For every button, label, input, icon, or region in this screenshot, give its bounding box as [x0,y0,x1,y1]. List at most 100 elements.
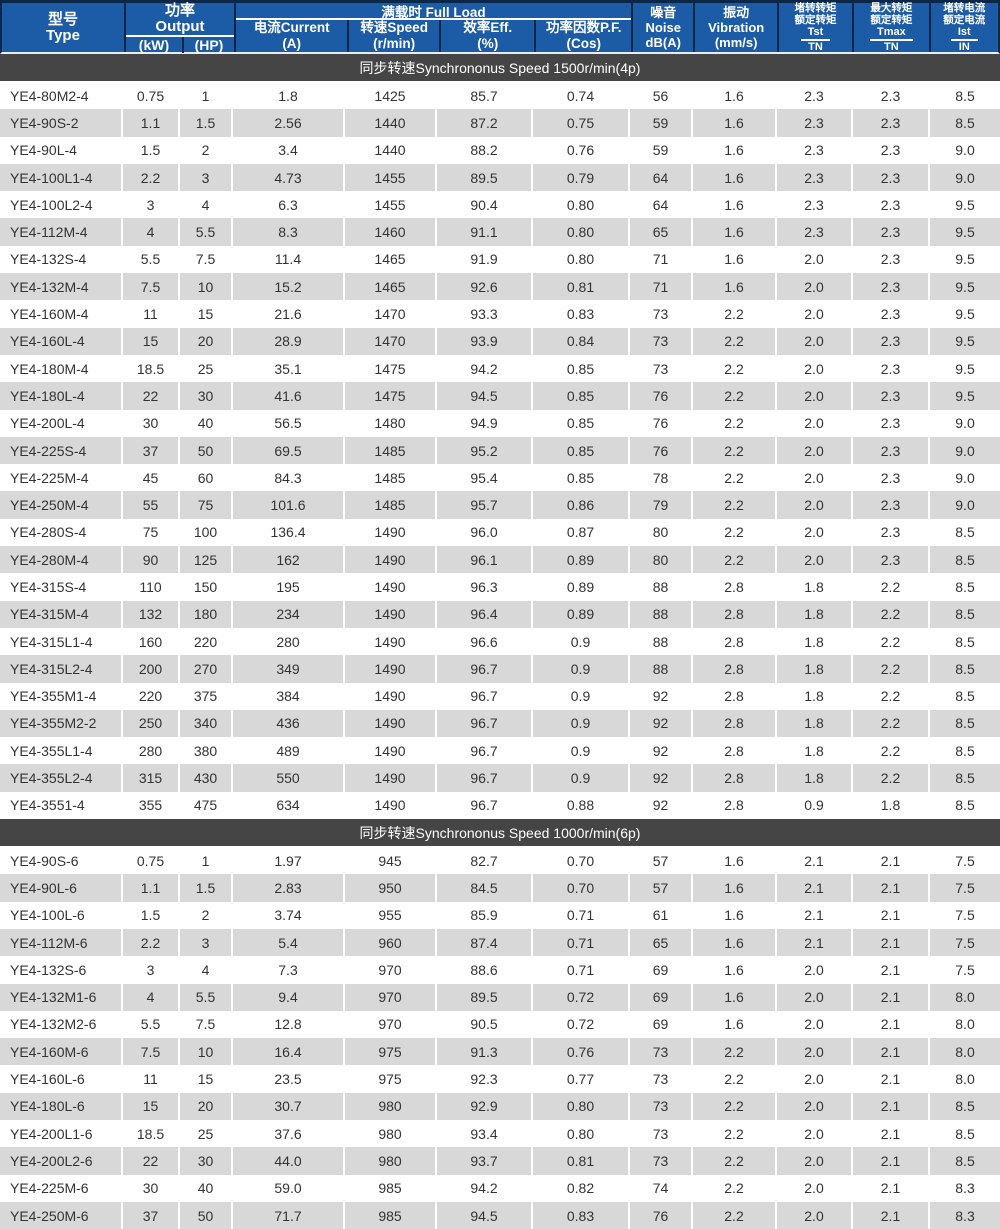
cell-tst-tn: 2.3 [777,136,853,164]
cell-ist-in: 8.0 [955,1071,975,1088]
cell-kw: 90 [123,546,180,574]
header-ist-numerator: Ist [950,26,978,41]
cell-tmax-tn: 2.2 [853,682,930,710]
table-row: YE4-132S-4 5.5 7.5 11.4 1465 91.9 0.80 71 1.6 2.0… [0,245,1000,274]
header-current: 电流Current (A) [236,20,347,52]
header-vibration-unit: (mm/s) [714,35,758,50]
cell-tst-tn: 2.0 [777,1174,853,1202]
cell-vibration: 1.6 [693,901,777,929]
cell-vibration: 1.6 [693,847,777,875]
cell-ist-in: 8.5 [955,797,975,814]
cell-ist-in: 9.5 [930,218,1000,246]
cell-speed: 1440 [345,109,437,137]
cell-kw: 280 [123,737,180,765]
cell-hp: 100 [180,518,233,547]
header-tmax-numerator: Tmax [870,26,913,41]
cell-eff: 96.7 [437,682,533,710]
cell-hp: 5.5 [180,983,233,1011]
cell-vibration: 2.2 [693,491,777,519]
cell-type: YE4-90L-6 [0,874,123,902]
cell-hp: 25 [180,354,233,383]
cell-current: 15.2 [233,273,345,301]
cell-speed: 1440 [345,136,437,164]
table-row: YE4-180M-4 18.5 25 35.1 1475 94.2 0.85 73 2.2 2.0… [0,354,1000,383]
header-vibration-zh: 振动 [723,5,750,20]
cell-type: YE4-315L1-4 [0,627,123,656]
table-row: YE4-250M-4 55 75 101.6 1485 95.7 0.86 79 2.2 2.0 2… [0,491,1000,519]
cell-pf: 0.72 [533,983,630,1011]
cell-ist-in: 9.0 [955,415,975,432]
cell-hp: 4 [180,956,233,984]
cell-type: YE4-315S-4 [0,573,123,601]
cell-current: 4.73 [233,163,345,192]
cell-current: 489 [233,737,345,765]
table-row: YE4-100L-6 1.5 2 3.74 955 85.9 0.71 61 1.6 2.1 2.1… [0,901,1000,929]
cell-speed: 1465 [345,245,437,274]
cell-current: 71.7 [233,1201,345,1229]
cell-tmax-tn: 2.3 [853,245,930,274]
cell-pf: 0.88 [533,791,630,820]
cell-vibration: 2.2 [693,1201,777,1229]
cell-vibration: 1.6 [693,874,777,902]
cell-speed: 1490 [345,682,437,710]
cell-kw: 7.5 [123,1038,180,1066]
cell-eff: 96.7 [437,791,533,820]
cell-speed: 1455 [345,163,437,192]
cell-tmax-tn: 2.2 [853,709,930,738]
cell-tst-tn: 2.1 [777,874,853,902]
cell-kw: 5.5 [123,1010,180,1039]
cell-pf: 0.70 [533,847,630,875]
cell-hp: 220 [180,627,233,656]
cell-type: YE4-250M-4 [0,491,123,519]
cell-type: YE4-132S-6 [0,956,123,984]
cell-tst-tn: 2.1 [777,928,853,957]
cell-eff: 90.5 [437,1010,533,1039]
header-pf: 功率因数P.F. (Cos) [534,20,631,52]
cell-current: 195 [233,573,345,601]
cell-type: YE4-132M-4 [0,273,123,301]
cell-kw: 4 [123,218,180,246]
cell-noise: 88 [630,627,693,656]
cell-ist-in: 8.5 [955,578,975,595]
cell-tst-tn: 2.0 [777,518,853,547]
cell-tst-tn: 1.8 [777,627,853,656]
table-row: YE4-90L-6 1.1 1.5 2.83 950 84.5 0.70 57 1.6 2.1 2.… [0,874,1000,902]
header-pf-unit: (Cos) [566,36,601,51]
cell-eff: 88.2 [437,136,533,164]
cell-current: 162 [233,546,345,574]
cell-vibration: 2.8 [693,573,777,601]
cell-kw: 3 [123,956,180,984]
cell-tst-tn: 1.8 [777,655,853,683]
cell-ist-in: 9.0 [930,491,1000,519]
cell-current: 28.9 [233,327,345,355]
table-row: YE4-90L-4 1.5 2 3.4 1440 88.2 0.76 59 1.6 2.3 2.3 9… [0,136,1000,164]
cell-tst-tn: 2.1 [777,901,853,929]
header-ist-zh1: 堵转电流 [943,2,986,14]
cell-type: YE4-100L-6 [0,901,123,929]
cell-current: 634 [233,791,345,820]
cell-type: YE4-160M-4 [0,300,123,328]
col-header-ist: 堵转电流 额定电流 Ist IN [928,2,998,53]
cell-tmax-tn: 2.1 [853,847,930,875]
cell-pf: 0.87 [533,518,630,547]
cell-pf: 0.80 [533,191,630,219]
cell-kw: 30 [123,1174,180,1202]
cell-hp: 15 [180,300,233,328]
cell-kw: 1.5 [123,901,180,929]
cell-tst-tn: 2.0 [777,273,853,301]
header-noise-en: Noise [645,20,681,35]
cell-ist-in: 9.5 [955,360,975,377]
cell-speed: 1490 [345,600,437,628]
cell-speed: 1490 [345,655,437,683]
cell-speed: 1460 [345,218,437,246]
cell-tst-tn: 2.3 [777,191,853,219]
cell-vibration: 1.6 [693,1010,777,1039]
cell-hp: 2 [180,136,233,164]
cell-kw: 315 [123,764,180,792]
cell-current: 2.56 [233,109,345,137]
cell-tmax-tn: 2.3 [853,109,930,137]
table-row: YE4-355M1-4 220 375 384 1490 96.7 0.9 92 2.8 1.8 2… [0,682,1000,710]
cell-type: YE4-200L1-6 [0,1119,123,1148]
cell-tst-tn: 2.3 [777,82,853,110]
cell-noise: 88 [630,655,693,683]
